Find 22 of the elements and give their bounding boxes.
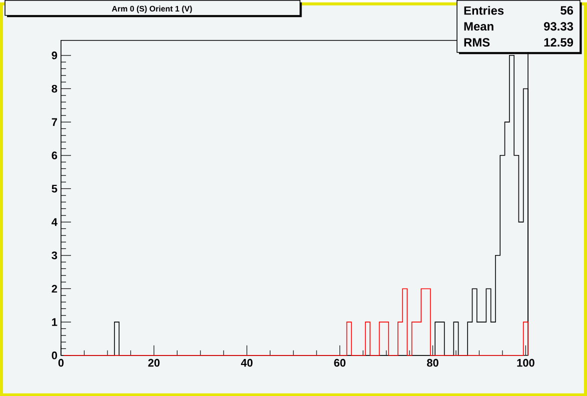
x-tick-label: 80	[427, 358, 438, 366]
text: 93.33	[544, 22, 574, 30]
text: 56	[560, 6, 574, 14]
text: Entries	[464, 6, 504, 15]
y-tick-label: 7	[52, 118, 57, 126]
y-tick-label: 8	[52, 84, 58, 92]
y-tick-label: 5	[52, 184, 58, 192]
y-tick-label: 6	[52, 151, 58, 160]
x-tick-label: 0	[58, 358, 64, 366]
annotation: RMS	[464, 38, 490, 46]
x-tick-label: 40	[240, 358, 253, 366]
text: Mean	[464, 22, 494, 30]
y-tick-label: 1	[52, 318, 58, 326]
y-tick-label: 9	[52, 51, 58, 60]
x-tick-label: 60	[334, 358, 346, 366]
y-tick-label: 0	[52, 351, 58, 360]
y-tick-label: 3	[52, 251, 58, 260]
y-tick-label: 4	[52, 218, 58, 226]
x-tick-label: 100	[517, 358, 534, 366]
text: 12.59	[544, 38, 574, 46]
x-tick-label: 20	[148, 358, 160, 366]
y-tick-label: 2	[52, 284, 58, 292]
